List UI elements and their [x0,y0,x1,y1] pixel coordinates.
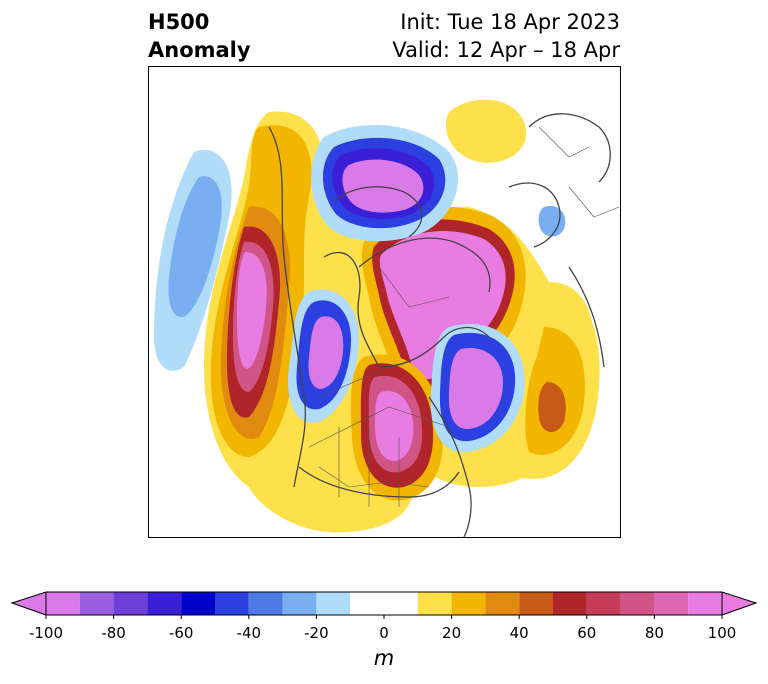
colorbar-segment [417,592,452,615]
colorbar-extend-low [10,591,47,616]
colorbar-segment [46,592,80,615]
colorbar-segment [248,592,283,615]
colorbar-segment [350,592,418,615]
colorbar-extend-high [721,591,758,616]
colorbar-tick-label: 100 [707,624,737,642]
europe-negative-blob [538,205,566,237]
colorbar-segment [113,592,148,615]
colorbar-unit: m [373,646,395,670]
central-positive-pink [375,391,414,461]
colorbar-tick-label: 60 [577,624,597,642]
colorbar-svg [10,591,758,619]
map-title: H500 Anomaly [148,8,251,64]
valid-range: Valid: 12 Apr – 18 Apr [392,38,620,62]
colorbar-segment [181,592,215,615]
pacific-negative-mid [168,176,222,318]
colorbar-segment [620,592,655,615]
colorbar-segment [654,592,689,615]
colorbar-tick-label: -40 [236,624,262,642]
hudson-negative-core [342,159,424,213]
east-positive-core [538,382,566,433]
colorbar-tick-label: -100 [28,624,64,642]
colorbar-tick-label: -60 [168,624,194,642]
colorbar-segment [688,592,722,615]
coastlines [268,113,611,537]
title-variable: H500 [148,10,210,34]
colorbar-segment [553,592,587,615]
political-borders [308,126,620,507]
colorbar-frame [45,591,723,616]
north-positive-blob [445,99,527,163]
colorbar [0,586,768,684]
colorbar-segment [586,592,621,615]
colorbar-segment [316,592,351,615]
title-field: Anomaly [148,38,251,62]
map-dates: Init: Tue 18 Apr 2023 Valid: 12 Apr – 18… [392,8,620,64]
map-canvas [154,99,620,537]
colorbar-segment [215,592,249,615]
colorbar-tick-label: 40 [509,624,529,642]
colorbar-tick-label: -80 [101,624,126,642]
anomaly-map [148,66,621,538]
colorbar-segment [519,592,553,615]
atlantic-negative-core [448,347,503,430]
init-date: Init: Tue 18 Apr 2023 [400,10,620,34]
colorbar-segment [282,592,317,615]
colorbar-segment [485,592,520,615]
west-positive-core [237,251,267,369]
colorbar-segment [451,592,486,615]
colorbar-tick-label: 80 [644,624,664,642]
colorbar-tick-label: -20 [304,624,329,642]
arctic-positive-core [379,231,506,380]
colorbar-tick-label: 0 [379,624,389,642]
colorbar-segment [79,592,114,615]
colorbar-tick-label: 20 [442,624,462,642]
colorbar-segment [147,592,182,615]
canada-negative-core [308,316,344,389]
